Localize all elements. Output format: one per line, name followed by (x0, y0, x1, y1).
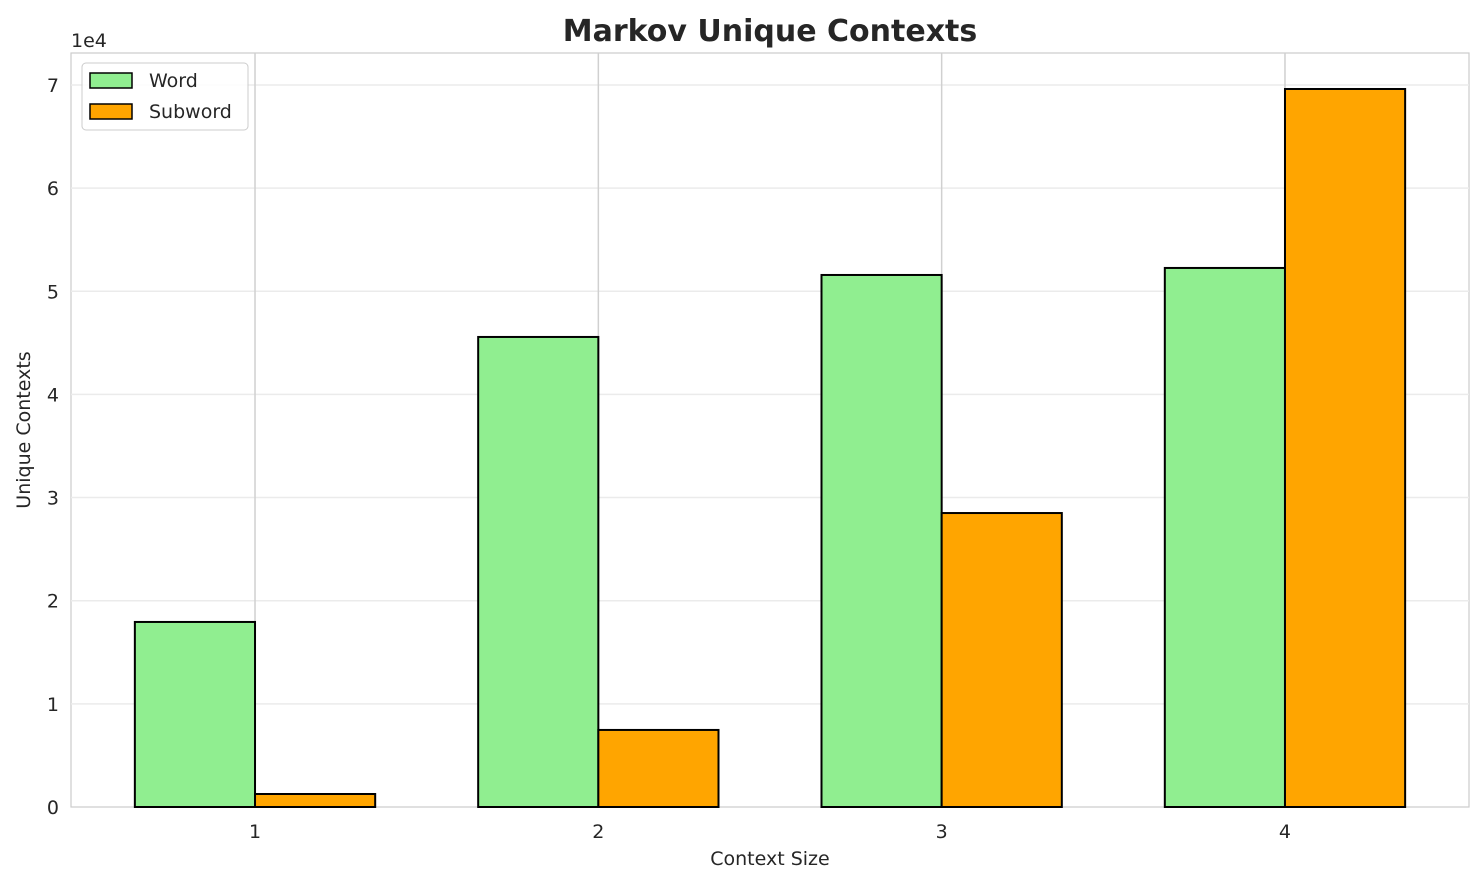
bar-word-4 (1163, 266, 1286, 808)
legend: Word Subword (81, 62, 249, 131)
legend-swatch-subword (89, 103, 133, 120)
legend-label-subword: Subword (149, 101, 232, 123)
y-tick-label: 1 (47, 694, 59, 716)
y-offset-label: 1e4 (71, 30, 107, 52)
y-tick-label: 5 (47, 281, 59, 303)
bar-subword-3 (940, 512, 1063, 808)
x-axis-label: Context Size (710, 848, 829, 870)
bar-word-2 (477, 335, 600, 808)
bar-word-1 (133, 620, 257, 808)
y-tick-label: 0 (47, 797, 59, 819)
x-tick-label: 2 (592, 821, 604, 843)
x-tick-label: 3 (936, 821, 948, 843)
chart-title: Markov Unique Contexts (563, 14, 978, 49)
legend-label-word: Word (149, 70, 198, 92)
y-axis-label: Unique Contexts (13, 351, 35, 508)
legend-swatch-word (89, 72, 133, 89)
bar-subword-1 (254, 793, 377, 808)
bar-word-3 (820, 273, 943, 808)
y-tick-label: 4 (47, 384, 59, 406)
y-tick-label: 2 (47, 591, 59, 613)
bar-subword-2 (597, 728, 720, 808)
y-tick-label: 6 (47, 178, 59, 200)
y-tick-label: 3 (47, 488, 59, 510)
y-tick-label: 7 (47, 75, 59, 97)
x-tick-label: 1 (249, 821, 261, 843)
bar-subword-4 (1283, 87, 1407, 808)
x-tick-label: 4 (1279, 821, 1291, 843)
